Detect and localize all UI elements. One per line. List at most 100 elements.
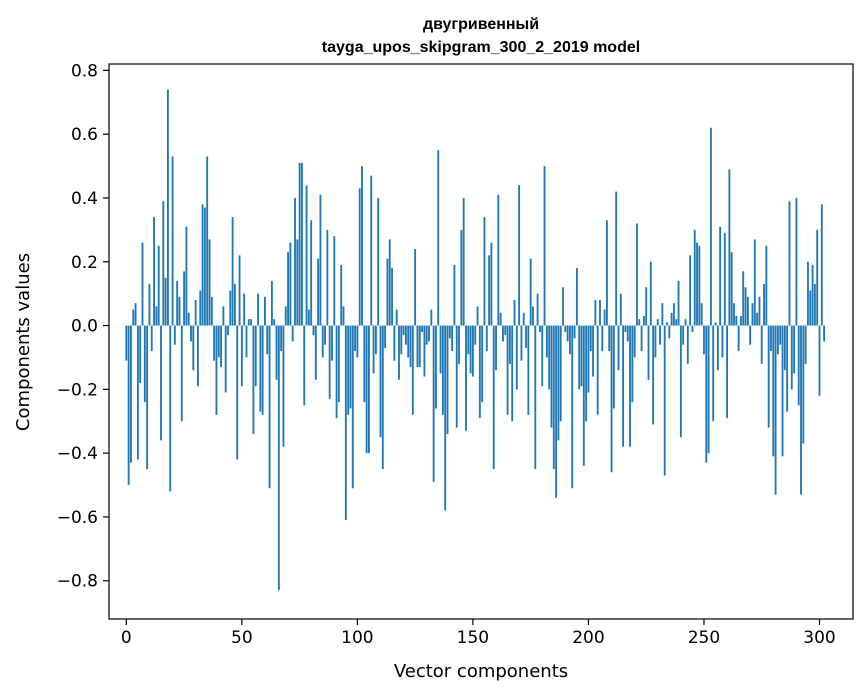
bar: [448, 325, 451, 339]
bar: [661, 303, 664, 326]
bar: [310, 220, 313, 326]
bar: [682, 325, 685, 345]
y-ticks-group: −0.8 −0.6 −0.4 −0.2 0.0 0.2 0.4 0.6 0.8: [57, 61, 109, 592]
bar: [208, 239, 211, 326]
bar: [552, 325, 555, 470]
bar: [294, 197, 296, 326]
bar: [187, 312, 190, 326]
bar: [663, 325, 666, 476]
bar: [372, 325, 375, 374]
bar: [469, 325, 472, 374]
x-tick-label: 250: [688, 628, 720, 648]
bar: [213, 325, 216, 361]
bar: [548, 325, 551, 390]
bar: [823, 325, 826, 342]
x-tick-label: 200: [572, 628, 604, 648]
bar: [649, 261, 652, 326]
bar: [740, 315, 742, 326]
bar: [811, 264, 814, 326]
x-tick-label: 50: [231, 628, 253, 648]
bar: [340, 264, 343, 326]
bar: [689, 255, 692, 326]
bar: [471, 325, 474, 377]
y-tick-label: 0.4: [71, 189, 98, 209]
bar: [800, 325, 802, 495]
bar: [758, 296, 761, 326]
bar: [592, 325, 594, 377]
bar: [541, 325, 544, 387]
bar: [677, 280, 680, 326]
bar: [626, 325, 629, 342]
bar: [790, 325, 793, 390]
bar: [525, 325, 527, 348]
bar: [150, 325, 153, 352]
bar: [735, 315, 738, 326]
bar: [224, 325, 227, 393]
bar: [132, 309, 135, 326]
x-tick-label: 100: [341, 628, 373, 648]
bar: [534, 325, 537, 470]
y-tick-label: −0.4: [57, 444, 98, 464]
bar: [820, 204, 823, 326]
bar: [162, 201, 165, 326]
bar: [555, 325, 558, 498]
bar: [342, 306, 345, 326]
x-axis-label: Vector components: [394, 661, 568, 682]
bar: [659, 325, 661, 345]
bar: [760, 325, 763, 364]
bar: [266, 325, 269, 355]
bar: [462, 197, 465, 326]
bar: [437, 150, 440, 326]
bar: [409, 325, 412, 368]
bar: [171, 156, 174, 326]
bar: [495, 325, 497, 371]
bar: [439, 325, 442, 374]
bar: [723, 233, 726, 326]
bar: [488, 255, 491, 326]
bar: [617, 325, 620, 371]
y-tick-label: 0.2: [71, 253, 98, 273]
bar: [268, 325, 271, 489]
bar: [603, 309, 606, 326]
bar: [756, 312, 759, 326]
bar: [700, 303, 703, 326]
bar: [559, 325, 562, 422]
bar: [730, 252, 733, 326]
bar: [400, 325, 403, 355]
bar: [765, 245, 768, 326]
bar: [312, 325, 315, 336]
chart-subtitle: tayga_upos_skipgram_300_2_2019 model: [322, 39, 640, 56]
bar: [781, 325, 784, 457]
bar: [307, 309, 310, 326]
bar: [532, 306, 534, 326]
bar: [813, 284, 816, 326]
bar: [744, 287, 747, 326]
bar: [543, 166, 546, 326]
y-axis-label: Components values: [13, 253, 34, 431]
bar: [478, 325, 481, 419]
bar: [148, 284, 151, 326]
bar: [411, 325, 414, 415]
bar: [328, 325, 331, 399]
bar: [143, 325, 146, 403]
bar: [481, 325, 484, 403]
bar: [314, 325, 317, 380]
bar: [476, 306, 479, 326]
bar: [201, 204, 204, 326]
bar: [252, 325, 255, 434]
bar: [227, 325, 229, 336]
bar: [183, 271, 186, 326]
bar: [349, 325, 352, 409]
bar: [636, 223, 638, 326]
bar: [615, 191, 618, 326]
bar: [504, 325, 507, 336]
bar: [571, 325, 574, 489]
bar: [379, 325, 382, 438]
bar: [386, 258, 389, 326]
bar: [423, 325, 426, 377]
bar: [506, 325, 509, 415]
bar: [421, 325, 424, 332]
bar: [599, 300, 601, 326]
bar: [527, 325, 530, 415]
